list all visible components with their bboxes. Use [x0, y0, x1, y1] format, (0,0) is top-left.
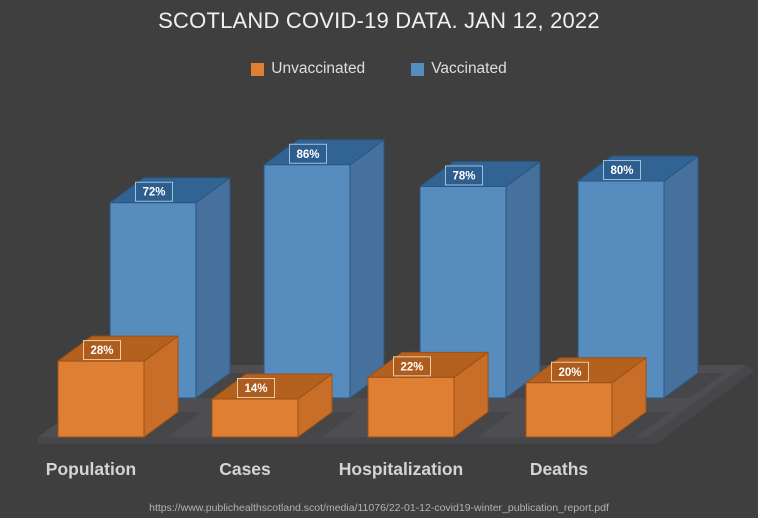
bar-vaccinated-population-side — [195, 177, 231, 399]
legend-swatch-unvaccinated — [251, 62, 265, 76]
bar-unvaccinated-hospitalization-label: 22% — [400, 361, 423, 373]
category-label-population: Population — [46, 459, 136, 479]
bar-unvaccinated-population-label-box — [83, 340, 121, 361]
source-url: https://www.publichealthscotland.scot/me… — [149, 502, 609, 514]
bar-vaccinated-hospitalization-side — [505, 160, 541, 399]
bar-unvaccinated-hospitalization-label-box — [393, 356, 431, 377]
bar-vaccinated-hospitalization-label-box — [445, 165, 483, 186]
bar-vaccinated-cases-label-box — [289, 143, 327, 164]
bar-vaccinated-hospitalization-label: 78% — [452, 170, 475, 182]
bar-shadow — [454, 412, 512, 437]
bar-unvaccinated-population-front — [57, 360, 145, 438]
bar-shadow — [298, 412, 356, 437]
bar-vaccinated-hospitalization-front — [419, 185, 507, 399]
bar-vaccinated-deaths-label-box — [603, 160, 641, 181]
bar-unvaccinated-hospitalization-front — [367, 376, 455, 438]
category-label-cases: Cases — [219, 459, 271, 479]
chart-floor-front-edge — [38, 437, 656, 444]
legend-swatch-vaccinated — [411, 62, 425, 76]
bar-shadow — [664, 373, 724, 398]
category-label-hospitalization: Hospitalization — [339, 459, 463, 479]
legend-label-vaccinated: Vaccinated — [431, 60, 507, 77]
bar-shadow — [144, 412, 202, 437]
bar-unvaccinated-cases-label-box — [237, 378, 275, 399]
bar-vaccinated-deaths-label: 80% — [610, 165, 633, 177]
chart-floor-right-edge — [648, 365, 754, 444]
bar-unvaccinated-deaths-label-box — [551, 361, 589, 382]
bar-unvaccinated-deaths-front — [525, 382, 613, 438]
bar-vaccinated-population-label: 72% — [142, 187, 165, 199]
bar-shadow — [612, 412, 670, 437]
bar-vaccinated-deaths-front — [577, 180, 665, 399]
bar-vaccinated-cases-side — [349, 139, 385, 399]
bar-vaccinated-population-label-box — [135, 181, 173, 202]
chart-title: SCOTLAND COVID-19 DATA. JAN 12, 2022 — [158, 8, 600, 33]
legend-item-vaccinated: Vaccinated — [411, 60, 507, 78]
legend-item-unvaccinated: Unvaccinated — [251, 60, 365, 78]
bar-unvaccinated-cases-front — [211, 398, 299, 438]
bar-vaccinated-cases-label: 86% — [296, 149, 319, 161]
legend-label-unvaccinated: Unvaccinated — [271, 60, 366, 77]
bar-unvaccinated-cases-label: 14% — [244, 383, 267, 395]
legend: Unvaccinated Vaccinated — [0, 60, 758, 78]
bar-unvaccinated-deaths-label: 20% — [558, 367, 581, 379]
category-label-deaths: Deaths — [530, 459, 589, 479]
bar-vaccinated-deaths-side — [663, 155, 699, 399]
bar-unvaccinated-population-label: 28% — [90, 345, 113, 357]
bar-vaccinated-cases-front — [263, 164, 351, 399]
